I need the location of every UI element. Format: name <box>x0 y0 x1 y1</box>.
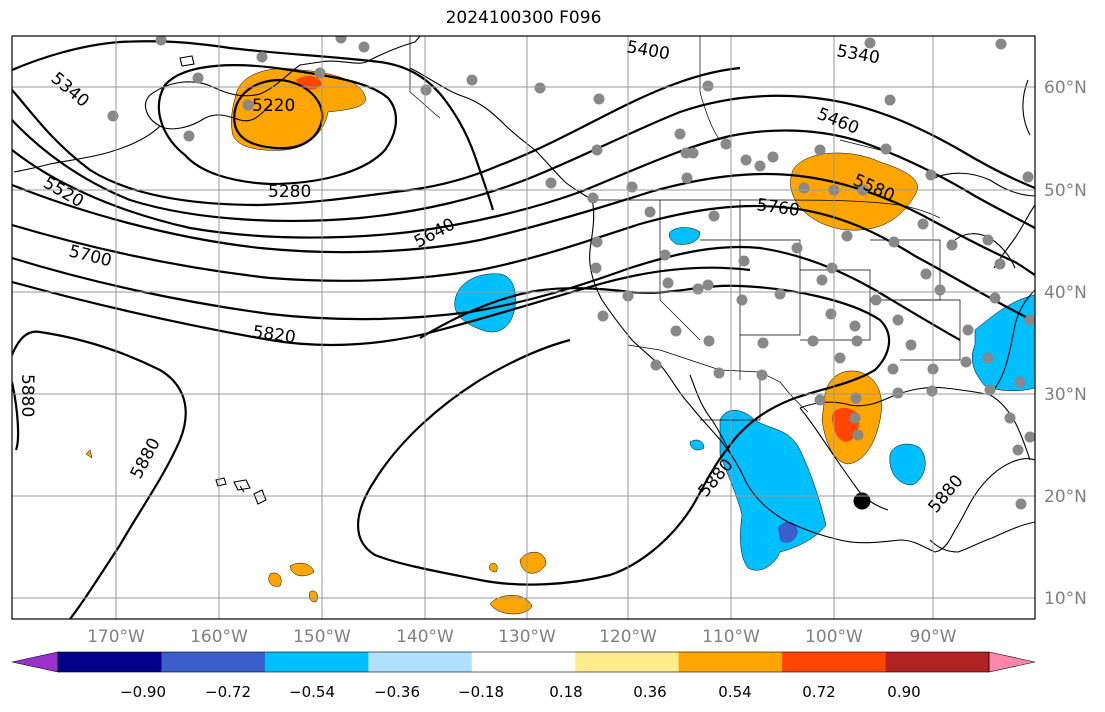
lon-label: 120°W <box>599 627 657 647</box>
colorbar-tick-label: 0.90 <box>887 683 920 701</box>
graticule <box>12 36 1035 619</box>
lon-label: 140°W <box>396 627 454 647</box>
lon-label: 90°W <box>910 627 957 647</box>
lat-label: 50°N <box>1044 181 1087 201</box>
contour-label: 5880 <box>17 374 37 417</box>
negative-anomaly-gulf <box>889 443 926 486</box>
contour-label: 5280 <box>268 182 311 202</box>
colorbar-tick-label: 0.36 <box>633 683 666 701</box>
negative-anomaly-southeast <box>971 294 1035 391</box>
lon-label: 160°W <box>190 627 248 647</box>
negative-anomaly-utah <box>669 227 701 245</box>
contour-label: 5880 <box>925 471 968 517</box>
colorbar-tick-label: −0.18 <box>458 683 504 701</box>
colorbar-tick-labels: −0.90 −0.72 −0.54 −0.36 −0.18 0.18 0.36 … <box>120 683 921 701</box>
colorbar-tick-label: 0.54 <box>718 683 751 701</box>
colorbar-segment <box>885 652 990 672</box>
positive-anomaly-gulf-of-alaska <box>231 68 366 151</box>
contour-label: 5880 <box>127 435 165 483</box>
colorbar-segment <box>782 652 887 672</box>
contour-label: 5340 <box>47 69 93 112</box>
colorbar-tick-label: −0.54 <box>289 683 335 701</box>
latitude-axis: 60°N 50°N 40°N 30°N 20°N 10°N <box>1044 78 1087 609</box>
contour-label: 5820 <box>251 322 297 348</box>
longitude-axis: 170°W 160°W 150°W 140°W 130°W 120°W 110°… <box>87 627 957 647</box>
colorbar <box>11 651 1036 673</box>
colorbar-tick-label: −0.36 <box>374 683 420 701</box>
lat-label: 40°N <box>1044 283 1087 303</box>
lon-label: 170°W <box>87 627 145 647</box>
colorbar-segment <box>161 652 266 672</box>
map-title: 2024100300 F096 <box>445 8 602 28</box>
colorbar-segment <box>368 652 473 672</box>
colorbar-extend-low <box>11 651 59 673</box>
colorbar-segment <box>575 652 680 672</box>
contour-label: 5400 <box>625 37 671 64</box>
colorbar-segment <box>471 652 576 672</box>
map-frame <box>11 35 1036 620</box>
positive-anomaly-dakotas <box>790 152 918 231</box>
lon-label: 130°W <box>498 627 556 647</box>
lat-label: 30°N <box>1044 385 1087 405</box>
colorbar-frame <box>57 651 990 673</box>
contour-label: 5700 <box>67 241 114 271</box>
contour-label: 5520 <box>40 173 87 212</box>
lat-label: 20°N <box>1044 487 1087 507</box>
contour-label: 5220 <box>252 96 295 116</box>
lon-label: 150°W <box>293 627 351 647</box>
center-marker <box>853 492 871 510</box>
lat-label: 60°N <box>1044 78 1087 98</box>
colorbar-tick-label: −0.90 <box>120 683 166 701</box>
negative-anomaly-pacific <box>454 273 516 333</box>
colorbar-tick-label: 0.72 <box>802 683 835 701</box>
colorbar-extend-high <box>988 651 1036 673</box>
islands <box>179 55 267 505</box>
coastlines <box>13 36 1035 553</box>
lon-label: 100°W <box>805 627 863 647</box>
lat-label: 10°N <box>1044 589 1087 609</box>
colorbar-tick-label: −0.72 <box>205 683 251 701</box>
contour-label: 5760 <box>755 195 801 221</box>
lon-label: 110°W <box>702 627 760 647</box>
negative-anomaly-mexico <box>719 410 827 571</box>
station-markers <box>107 36 1035 510</box>
colorbar-segment <box>264 652 369 672</box>
colorbar-tick-label: 0.18 <box>549 683 582 701</box>
colorbar-segment <box>678 652 783 672</box>
colorbar-segment <box>58 652 162 672</box>
anomaly-fills <box>85 68 1035 615</box>
strong-negative-mexico <box>778 521 798 543</box>
